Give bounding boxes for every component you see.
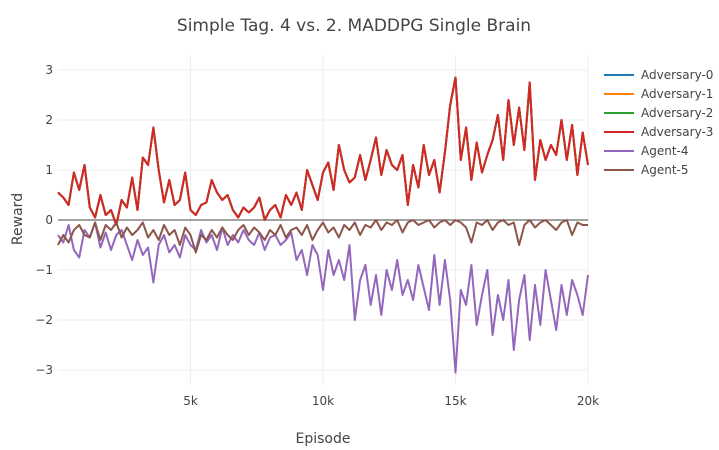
legend-label: Adversary-2: [641, 106, 713, 120]
y-tick-label: −1: [35, 263, 53, 277]
y-tick-label: 2: [45, 113, 53, 127]
chart-title: Simple Tag. 4 vs. 2. MADDPG Single Brain: [177, 16, 531, 36]
series-line-agent-4: [57, 221, 589, 374]
y-axis-ticks: −3 −2 −1 0 1 2 3: [35, 63, 53, 377]
y-tick-label: −2: [35, 313, 53, 327]
x-tick-label: 20k: [577, 394, 599, 408]
legend-item-agent-5[interactable]: Agent-5: [604, 163, 688, 177]
legend-label: Adversary-3: [641, 125, 713, 139]
x-tick-label: 15k: [444, 394, 466, 408]
legend-label: Adversary-0: [641, 68, 713, 82]
x-tick-label: 5k: [183, 394, 198, 408]
legend-item-adversary-2[interactable]: Adversary-2: [604, 106, 713, 120]
legend-label: Agent-4: [641, 144, 688, 158]
legend-item-adversary-1[interactable]: Adversary-1: [604, 87, 713, 101]
legend-item-adversary-0[interactable]: Adversary-0: [604, 68, 713, 82]
legend-label: Adversary-1: [641, 87, 713, 101]
x-tick-label: 10k: [312, 394, 334, 408]
legend-item-adversary-3[interactable]: Adversary-3: [604, 125, 713, 139]
legend[interactable]: Adversary-0 Adversary-1 Adversary-2 Adversa…: [604, 68, 713, 177]
legend-label: Agent-5: [641, 163, 688, 177]
y-tick-label: 3: [45, 63, 53, 77]
series-lines: [57, 76, 589, 374]
series-line-adversary-3: [57, 76, 589, 226]
x-axis-label: Episode: [296, 431, 351, 447]
x-axis-ticks: 5k 10k 15k 20k: [183, 394, 599, 408]
legend-item-agent-4[interactable]: Agent-4: [604, 144, 688, 158]
y-tick-label: −3: [35, 363, 53, 377]
series-line-agent-5: [57, 219, 588, 254]
y-tick-label: 0: [45, 213, 53, 227]
y-tick-label: 1: [45, 163, 53, 177]
y-axis-label: Reward: [10, 193, 26, 245]
